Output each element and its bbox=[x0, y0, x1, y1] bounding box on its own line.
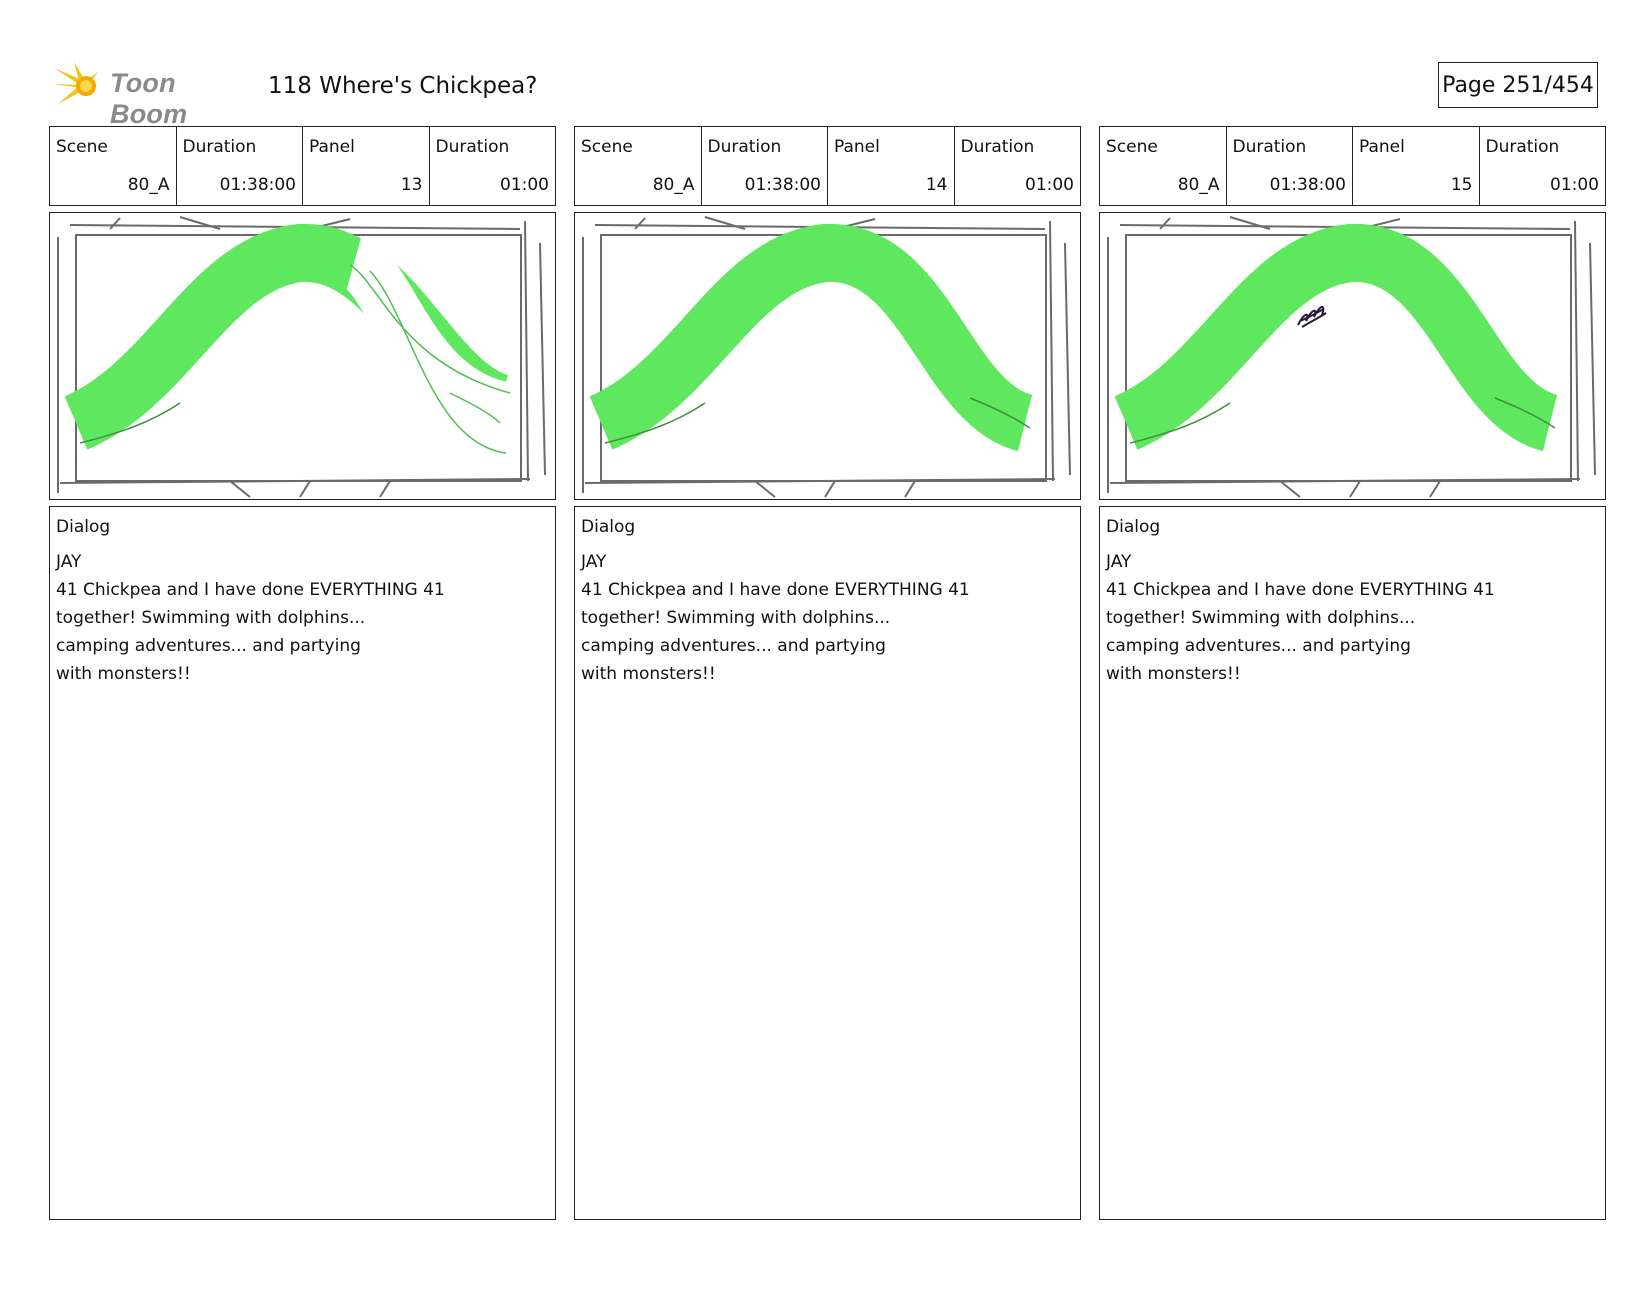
panel-info-bar: Scene 80_A Duration 01:38:00 Panel 14 Durat… bbox=[574, 126, 1081, 206]
scene-label: Scene bbox=[1106, 137, 1158, 157]
dialog-box: Dialog JAY 41 Chickpea and I have done E… bbox=[49, 506, 556, 1220]
scene-cell: Scene 80_A bbox=[50, 127, 177, 205]
dialog-line: 41 Chickpea and I have done EVERYTHING 4… bbox=[581, 580, 970, 600]
panel-info-bar: Scene 80_A Duration 01:38:00 Panel 13 Durat… bbox=[49, 126, 556, 206]
star-burst-icon bbox=[52, 62, 98, 104]
panel-sketch bbox=[49, 212, 556, 500]
panel-value: 15 bbox=[1450, 175, 1473, 195]
panel-cell: Panel 13 bbox=[303, 127, 430, 205]
document-title: 118 Where's Chickpea? bbox=[268, 73, 538, 99]
dialog-box: Dialog JAY 41 Chickpea and I have done E… bbox=[574, 506, 1081, 1220]
dialog-line: camping adventures... and partying bbox=[56, 636, 361, 656]
duration-label: Duration bbox=[1485, 137, 1560, 157]
dialog-label: Dialog bbox=[581, 517, 636, 537]
scene-duration-cell: Duration 01:38:00 bbox=[177, 127, 303, 205]
scene-value: 80_A bbox=[1177, 175, 1220, 195]
panel-label: Panel bbox=[309, 137, 355, 157]
panel-sketch bbox=[1099, 212, 1606, 500]
dialog-line: together! Swimming with dolphins... bbox=[1106, 608, 1416, 628]
scene-cell: Scene 80_A bbox=[1100, 127, 1227, 205]
dialog-line: with monsters!! bbox=[581, 664, 716, 684]
scene-label: Scene bbox=[581, 137, 633, 157]
panel-duration-value: 01:00 bbox=[500, 175, 549, 195]
scene-duration-cell: Duration 01:38:00 bbox=[1227, 127, 1353, 205]
dialog-label: Dialog bbox=[1106, 517, 1161, 537]
scene-duration-value: 01:38:00 bbox=[1269, 175, 1346, 195]
logo-text: Toon Boom bbox=[110, 68, 188, 129]
scene-duration-value: 01:38:00 bbox=[219, 175, 296, 195]
panel-duration-cell: Duration 01:00 bbox=[430, 127, 556, 205]
duration-label: Duration bbox=[707, 137, 782, 157]
duration-label: Duration bbox=[960, 137, 1035, 157]
dialog-line: camping adventures... and partying bbox=[1106, 636, 1411, 656]
dialog-line: camping adventures... and partying bbox=[581, 636, 886, 656]
panel-value: 13 bbox=[400, 175, 423, 195]
dialog-line: 41 Chickpea and I have done EVERYTHING 4… bbox=[56, 580, 445, 600]
panel-duration-cell: Duration 01:00 bbox=[1480, 127, 1606, 205]
panel-label: Panel bbox=[1359, 137, 1405, 157]
scene-value: 80_A bbox=[127, 175, 170, 195]
scribble-mark bbox=[1297, 306, 1327, 328]
dialog-line: together! Swimming with dolphins... bbox=[581, 608, 891, 628]
dialog-speaker: JAY bbox=[581, 552, 607, 572]
dialog-line: together! Swimming with dolphins... bbox=[56, 608, 366, 628]
dialog-speaker: JAY bbox=[56, 552, 82, 572]
panel-duration-value: 01:00 bbox=[1550, 175, 1599, 195]
panel-duration-value: 01:00 bbox=[1025, 175, 1074, 195]
panel-duration-cell: Duration 01:00 bbox=[955, 127, 1081, 205]
scene-label: Scene bbox=[56, 137, 108, 157]
duration-label: Duration bbox=[1232, 137, 1307, 157]
panel-value: 14 bbox=[925, 175, 948, 195]
duration-label: Duration bbox=[182, 137, 257, 157]
duration-label: Duration bbox=[435, 137, 510, 157]
dialog-label: Dialog bbox=[56, 517, 111, 537]
scene-duration-value: 01:38:00 bbox=[744, 175, 821, 195]
scene-duration-cell: Duration 01:38:00 bbox=[702, 127, 828, 205]
panel-info-bar: Scene 80_A Duration 01:38:00 Panel 15 Durat… bbox=[1099, 126, 1606, 206]
dialog-box: Dialog JAY 41 Chickpea and I have done E… bbox=[1099, 506, 1606, 1220]
panel-cell: Panel 15 bbox=[1353, 127, 1480, 205]
page-number: Page 251/454 bbox=[1438, 62, 1598, 108]
panel-sketch bbox=[574, 212, 1081, 500]
dialog-speaker: JAY bbox=[1106, 552, 1132, 572]
dialog-line: with monsters!! bbox=[56, 664, 191, 684]
panel-label: Panel bbox=[834, 137, 880, 157]
dialog-line: 41 Chickpea and I have done EVERYTHING 4… bbox=[1106, 580, 1495, 600]
scene-value: 80_A bbox=[652, 175, 695, 195]
scene-cell: Scene 80_A bbox=[575, 127, 702, 205]
toon-boom-logo: Toon Boom bbox=[52, 56, 252, 129]
panel-cell: Panel 14 bbox=[828, 127, 955, 205]
dialog-line: with monsters!! bbox=[1106, 664, 1241, 684]
